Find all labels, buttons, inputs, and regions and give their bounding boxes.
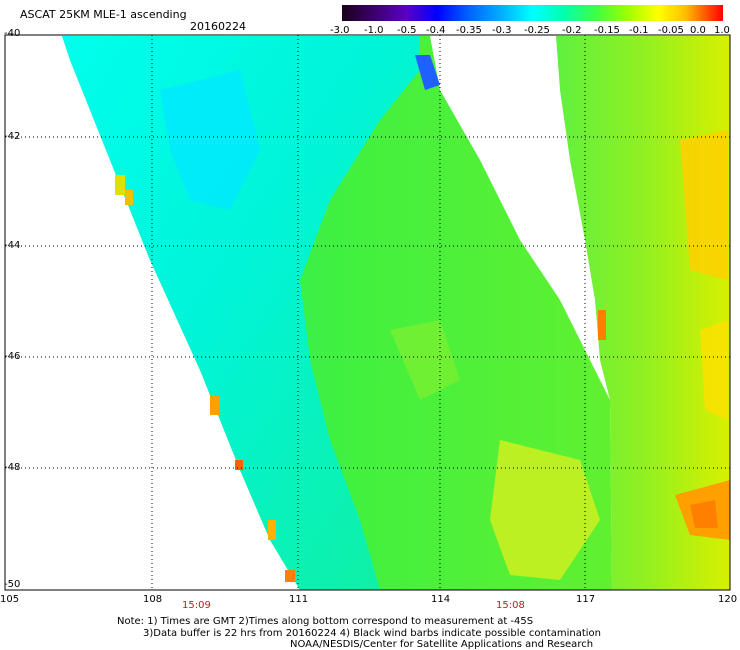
lat-label: -40: [4, 28, 21, 39]
left-swath: [62, 36, 612, 590]
colorbar-label: -0.15: [594, 25, 620, 36]
colorbar-label: -0.3: [492, 25, 512, 36]
lon-label: 105: [0, 594, 20, 605]
note-line-2: 3)Data buffer is 22 hrs from 20160224 4)…: [143, 628, 601, 639]
colorbar-label: -1.0: [364, 25, 384, 36]
lat-lon-grid: [5, 35, 730, 590]
colorbar-label: -0.05: [658, 25, 684, 36]
colorbar-label: -0.2: [562, 25, 582, 36]
lon-label: 108: [143, 594, 163, 605]
colorbar-label: -0.25: [524, 25, 550, 36]
lon-label: 120: [718, 594, 738, 605]
lat-label: -42: [4, 131, 21, 142]
lat-label: -48: [4, 462, 21, 473]
note-line-3: NOAA/NESDIS/Center for Satellite Applica…: [290, 639, 594, 650]
colorbar-label: 0.0: [690, 25, 706, 36]
map-frame: [4, 34, 731, 591]
map-title: ASCAT 25KM MLE-1 ascending: [20, 8, 187, 21]
lat-label: -44: [4, 240, 21, 251]
lon-label: 114: [431, 594, 451, 605]
colorbar-label: -0.1: [629, 25, 649, 36]
lon-label: 117: [576, 594, 596, 605]
colorbar-label: 1.0: [714, 25, 730, 36]
lat-label: -46: [4, 351, 21, 362]
colorbar-labels: -3.0 -1.0 -0.5 -0.4 -0.35 -0.3 -0.25 -0.…: [330, 25, 740, 39]
right-swath: [556, 36, 730, 590]
colorbar-label: -0.35: [456, 25, 482, 36]
colorbar-label: -0.5: [397, 25, 417, 36]
colorbar: [342, 5, 723, 21]
time-label: 15:08: [496, 600, 525, 611]
lat-label: -50: [4, 579, 21, 590]
colorbar-label: -3.0: [330, 25, 350, 36]
note-line-1: Note: 1) Times are GMT 2)Times along bot…: [117, 616, 534, 627]
map-date: 20160224: [190, 20, 246, 33]
colorbar-label: -0.4: [426, 25, 446, 36]
lon-label: 111: [289, 594, 309, 605]
time-label: 15:09: [182, 600, 211, 611]
